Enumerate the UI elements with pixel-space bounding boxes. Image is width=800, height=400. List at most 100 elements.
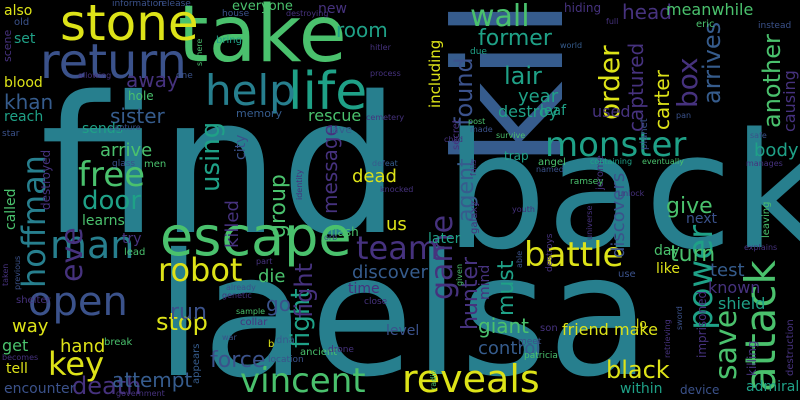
word: giant [478,314,530,338]
word: sister [110,104,165,128]
word: destruction [785,319,796,376]
word: later [428,231,461,247]
word: one [176,71,193,81]
word: hole [128,89,154,103]
word: dna [276,335,295,346]
word: encounter [4,381,76,397]
word: information [112,0,164,9]
word: help [205,66,296,115]
word: new [318,1,347,17]
word: discover [352,262,428,283]
word: blood [4,75,43,91]
word: shield [718,294,766,313]
word: carter [650,70,674,130]
word: orb [324,233,338,242]
word: close [364,297,388,307]
word: hiding [564,1,602,15]
word: lair [504,62,542,90]
word: previous [13,255,22,290]
word: mind [477,264,493,300]
word: scene [1,29,14,62]
word: death [72,372,142,400]
word: made [470,125,493,134]
word: b [268,339,275,350]
word: fight [290,263,318,318]
word: team [356,229,440,267]
word: universe [585,205,594,240]
word: defeat [372,159,398,168]
word: device [680,383,720,397]
word: patricia [524,351,558,361]
word: found [450,57,478,126]
word: pan [676,111,692,120]
word: away [126,68,179,92]
word: destroying [286,9,329,18]
word: used [592,102,631,121]
word: dead [352,166,397,187]
word: men [144,159,167,170]
word: force [210,348,266,373]
word: angel [538,157,566,168]
word: hand [60,336,106,357]
word: house [222,9,250,19]
word: eric [696,19,715,30]
word: shelter [16,295,51,306]
word: manages [746,159,783,168]
word: bring [216,35,242,46]
word: must [494,260,519,316]
word: process [370,69,401,78]
word: set [14,31,36,47]
word: destroys [545,233,555,273]
word: sword [675,306,684,330]
word: using [196,121,226,192]
word: meanwhile [666,0,754,19]
word: collar [240,317,268,328]
word: within [620,381,663,397]
word: old [14,17,30,28]
word: life [288,62,368,122]
word: like [656,261,681,277]
word: cave [326,123,353,136]
word: us [386,214,407,235]
word: instead [758,21,792,31]
word: leaf [540,103,567,119]
word: drone [328,345,354,355]
word: retrieving [663,319,672,358]
word: battle [524,235,624,275]
word: cemetery [366,113,405,122]
word: la [155,218,307,400]
word: killing [745,340,759,376]
word: give [666,194,713,219]
word: khan [4,90,54,114]
word: elsa [310,218,651,400]
word: called [3,188,19,230]
word: part [256,257,273,266]
word: rescue [308,106,362,125]
word: leaving [761,201,772,238]
word: release [158,0,191,9]
word: taken [1,263,10,286]
word: test [710,260,745,281]
word: appears [191,343,202,384]
word: key [48,345,105,383]
word: back [445,98,800,285]
word: known [708,278,761,297]
word: former [478,26,552,51]
word: planet [639,118,650,150]
word: take [178,0,347,80]
word: room [336,18,388,42]
word: destroy [498,102,559,121]
word: location [268,355,304,365]
word: unlock [618,189,645,198]
word: arrives [698,21,726,104]
word: try [122,231,142,247]
word: radio [429,369,438,390]
word: given [455,263,464,286]
word: level [386,323,420,339]
word: meet [518,337,542,347]
word: day [654,243,680,259]
word: find [40,56,401,277]
word: already [226,283,256,292]
word: reveals [402,357,540,400]
